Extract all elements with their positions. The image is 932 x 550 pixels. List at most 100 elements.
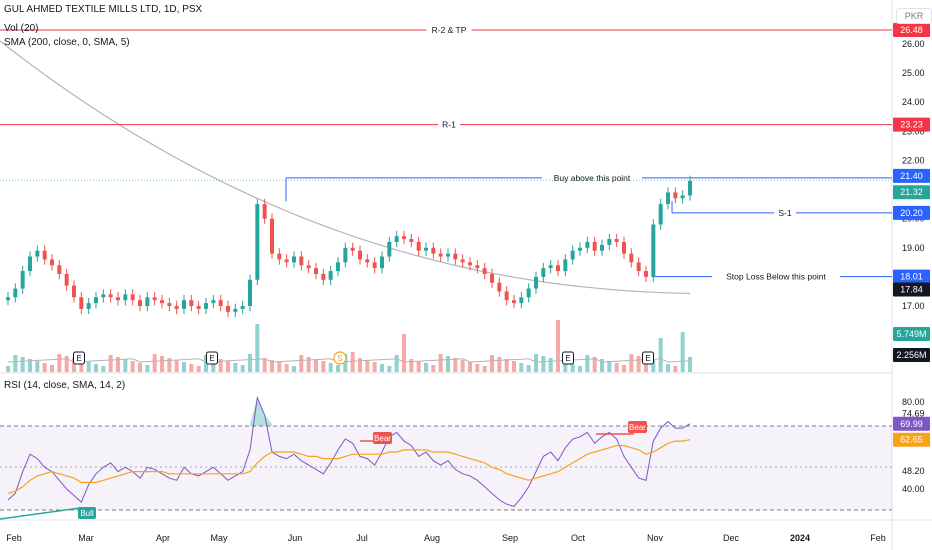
volume-bar xyxy=(218,359,223,372)
price-tick: 25.00 xyxy=(902,68,925,78)
volume-bar xyxy=(299,355,304,372)
candle-body xyxy=(658,204,663,225)
time-label: Sep xyxy=(502,533,518,543)
candle-body xyxy=(680,195,685,199)
level-lines: R-2 & TP R-1 Buy above this point S-1 Stop L… xyxy=(0,24,892,283)
dividend-marker-label: S xyxy=(337,354,342,363)
candle-body xyxy=(482,268,487,274)
volume-bar xyxy=(446,356,450,372)
volume-bar xyxy=(94,364,98,372)
earnings-marker-label: E xyxy=(76,354,81,363)
bear-tag-1[interactable]: Bear xyxy=(373,432,392,444)
rsi-tick: 40.00 xyxy=(902,484,925,494)
candle-body xyxy=(189,300,194,306)
candle-body xyxy=(299,256,304,266)
candle-body xyxy=(409,239,414,242)
candle-body xyxy=(314,268,318,274)
volume-bar xyxy=(57,354,62,372)
sma-price-label: 17.84 xyxy=(900,285,923,295)
candle-body xyxy=(438,253,443,257)
volume-bar xyxy=(438,354,443,372)
candle-body xyxy=(387,241,392,257)
volume-bar xyxy=(673,366,678,372)
candle-body xyxy=(519,297,524,304)
volume-bar xyxy=(343,354,348,372)
volume-bar xyxy=(72,358,76,372)
volume-bar xyxy=(658,338,663,372)
volume-bar xyxy=(42,363,47,372)
symbol-title[interactable]: GUL AHMED TEXTILE MILLS LTD, 1D, PSX xyxy=(4,4,203,15)
volume-bar xyxy=(409,359,414,372)
r2-price-label: 26.48 xyxy=(900,25,923,35)
volume-bar xyxy=(380,364,384,372)
buy-price-label: 21.40 xyxy=(900,171,923,181)
candle-body xyxy=(475,265,480,269)
volume-bar xyxy=(314,359,318,372)
candle-body xyxy=(688,180,692,196)
sma-legend[interactable]: SMA (200, close, 0, SMA, 5) xyxy=(4,37,130,48)
candle-body xyxy=(130,294,135,301)
volume-bar xyxy=(123,359,128,372)
time-label: Dec xyxy=(723,533,740,543)
volume-ma-label-bg xyxy=(893,348,930,362)
volume-bar xyxy=(116,357,120,372)
candle-body xyxy=(629,253,634,263)
candle-body xyxy=(336,262,340,272)
r2-price-label-bg xyxy=(893,23,930,38)
buy-level-label-bg xyxy=(542,171,642,184)
volume-bar xyxy=(64,356,69,372)
time-label: Apr xyxy=(156,533,170,543)
volume-bar xyxy=(592,357,597,372)
candle-body xyxy=(240,306,245,309)
candle-body xyxy=(563,259,568,272)
buy-price-label-bg xyxy=(893,168,930,183)
volume-bar xyxy=(204,355,208,372)
volume-bar xyxy=(350,352,355,372)
volume-bar xyxy=(145,365,150,372)
candle-body xyxy=(101,294,106,298)
candle-body xyxy=(20,271,25,289)
volume-bar xyxy=(416,361,421,372)
candle-body xyxy=(570,250,575,260)
candle-body xyxy=(79,297,84,309)
candle-body xyxy=(343,247,348,263)
candle-body xyxy=(497,282,502,292)
candle-body xyxy=(607,239,612,245)
rsi-value-label: 69.99 xyxy=(900,419,923,429)
volume-bar xyxy=(614,363,619,372)
rsi-legend[interactable]: RSI (14, close, SMA, 14, 2) xyxy=(4,380,126,391)
price-tick: 26.00 xyxy=(902,39,925,49)
bear-tag-1-label: Bear xyxy=(374,434,391,443)
volume-legend[interactable]: Vol (20) xyxy=(4,23,39,34)
bull-tag[interactable]: Bull xyxy=(78,507,96,519)
candle-body xyxy=(35,250,40,257)
candle-body xyxy=(592,241,597,251)
s1-price-label-bg xyxy=(893,205,930,220)
time-label: Feb xyxy=(6,533,22,543)
candle-body xyxy=(666,192,670,205)
candle-body xyxy=(167,303,172,306)
volume-bar xyxy=(372,362,377,372)
volume-bar xyxy=(402,334,406,372)
volume-bar xyxy=(460,360,465,372)
volume-bar xyxy=(504,359,509,372)
currency-badge[interactable]: PKR xyxy=(896,8,932,24)
volume-bar xyxy=(651,360,656,372)
volume-bar xyxy=(86,362,91,372)
candle-body xyxy=(57,265,62,274)
s1-price-label: 20.20 xyxy=(900,208,923,218)
volume-bar xyxy=(152,354,157,372)
bear-tag-2[interactable]: Bear xyxy=(628,421,647,433)
candle-body xyxy=(673,192,678,199)
volume-bar xyxy=(680,332,685,372)
rsi-overbought-fill xyxy=(250,397,272,426)
volume-bar xyxy=(622,365,626,372)
candle-body xyxy=(541,268,546,277)
dividend-marker[interactable]: S xyxy=(333,351,347,365)
volume-bar xyxy=(101,366,106,372)
candle-body xyxy=(585,241,590,248)
candle-body xyxy=(556,265,560,272)
